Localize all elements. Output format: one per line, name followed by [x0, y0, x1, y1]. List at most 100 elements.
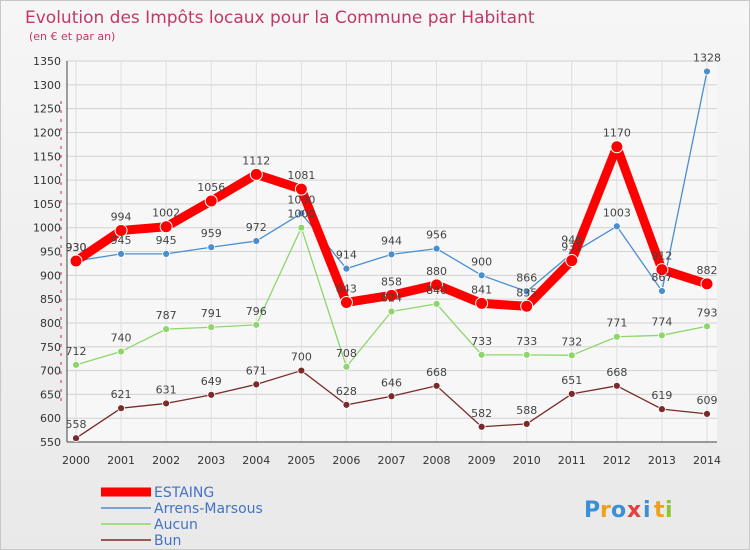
data-label-aucun: 771: [606, 317, 627, 330]
data-label-bun: 649: [201, 375, 222, 388]
data-point-estaing: [520, 299, 534, 313]
data-label-estaing: 1112: [242, 154, 270, 167]
data-label-bun: 588: [516, 404, 537, 417]
y-tick-label: 1350: [33, 55, 61, 68]
y-tick-label: 850: [40, 293, 61, 306]
data-point-bun: [612, 381, 621, 390]
y-tick-label: 900: [40, 269, 61, 282]
chart-subtitle: (en € et par an): [29, 30, 115, 43]
data-point-arrens-marsous: [658, 287, 666, 295]
chart-title: Evolution des Impôts locaux pour la Comm…: [25, 8, 535, 28]
y-tick-label: 950: [40, 246, 61, 259]
data-point-bun: [162, 399, 171, 408]
data-label-aucun: 774: [651, 315, 672, 328]
data-point-arrens-marsous: [207, 243, 216, 252]
legend-label: Bun: [154, 533, 181, 549]
data-label-arrens-marsous: 1003: [603, 206, 631, 219]
data-label-arrens-marsous: 867: [651, 271, 672, 284]
axes: 550 600 650 700 750 800 850 900 950 1000 1050 1100 1…: [33, 55, 721, 467]
data-label-bun: 651: [561, 374, 582, 387]
data-point-aucun: [432, 299, 441, 308]
data-point-bun: [72, 434, 80, 443]
data-label-estaing: 1081: [287, 169, 315, 182]
data-label-estaing: 841: [471, 283, 492, 296]
data-label-aucun: 708: [336, 347, 357, 360]
y-tick-label: 800: [40, 317, 61, 330]
data-label-aucun: 791: [201, 307, 222, 320]
data-point-bun: [477, 422, 486, 431]
data-label-aucun: 793: [697, 306, 718, 319]
data-label-bun: 619: [651, 389, 672, 402]
data-label-arrens-marsous: 900: [471, 255, 492, 268]
data-point-estaing: [249, 167, 263, 181]
data-label-estaing: 880: [426, 265, 447, 278]
data-point-bun: [207, 390, 216, 399]
y-tick-label: 1250: [33, 103, 61, 116]
data-point-aucun: [522, 350, 531, 359]
y-tick-label: 1200: [33, 126, 61, 139]
x-tick-label: 2001: [107, 454, 135, 467]
data-label-estaing: 930: [66, 241, 87, 254]
data-label-estaing: 1002: [152, 207, 180, 220]
data-point-bun: [522, 420, 531, 428]
data-label-arrens-marsous: 945: [156, 234, 177, 247]
data-label-bun: 671: [246, 364, 267, 377]
data-label-aucun: 796: [246, 305, 267, 318]
data-point-aucun: [342, 362, 351, 371]
data-point-arrens-marsous: [612, 222, 621, 231]
data-point-aucun: [252, 320, 261, 329]
data-label-arrens-marsous: 1030: [287, 193, 315, 206]
data-point-arrens-marsous: [387, 250, 396, 259]
data-point-estaing: [114, 224, 128, 238]
y-tick-label: 650: [40, 388, 61, 401]
data-label-aucun: 787: [156, 309, 177, 322]
y-tick-label: 1000: [33, 222, 61, 235]
x-tick-label: 2006: [332, 454, 360, 467]
data-point-estaing: [69, 254, 83, 268]
data-label-estaing: 1056: [197, 181, 225, 194]
logo-letter: P: [584, 498, 600, 523]
data-point-arrens-marsous: [477, 271, 486, 280]
y-tick-label: 1150: [33, 150, 61, 163]
data-point-aucun: [567, 351, 576, 360]
data-label-estaing: 1170: [603, 127, 631, 140]
data-point-aucun: [117, 347, 125, 356]
data-label-bun: 668: [426, 366, 447, 379]
x-tick-label: 2003: [197, 454, 225, 467]
data-label-bun: 621: [111, 388, 132, 401]
data-label-aucun: 1000: [287, 208, 315, 221]
y-tick-label: 550: [40, 436, 61, 449]
data-label-bun: 628: [336, 385, 357, 398]
data-point-estaing: [610, 140, 624, 154]
data-label-aucun: 733: [516, 335, 537, 348]
grid: [67, 60, 717, 443]
x-tick-label: 2014: [693, 454, 721, 467]
x-tick-label: 2013: [648, 454, 676, 467]
data-label-aucun: 740: [111, 332, 132, 345]
data-label-arrens-marsous: 972: [246, 221, 267, 234]
x-tick-label: 2008: [423, 454, 451, 467]
y-tick-label: 700: [40, 365, 61, 378]
logo-letter: r: [600, 498, 611, 523]
data-point-bun: [567, 389, 576, 398]
data-point-arrens-marsous: [162, 249, 171, 258]
logo-letter: i: [643, 498, 651, 523]
data-point-estaing: [204, 194, 218, 208]
x-tick-label: 2010: [513, 454, 541, 467]
data-point-arrens-marsous: [703, 67, 711, 76]
data-label-estaing: 994: [111, 211, 132, 224]
data-label-aucun: 712: [66, 345, 87, 358]
data-label-estaing: 843: [336, 282, 357, 295]
data-label-bun: 558: [66, 418, 87, 431]
data-point-bun: [658, 405, 666, 414]
data-label-estaing: 931: [561, 241, 582, 254]
y-tick-label: 1100: [33, 174, 61, 187]
data-label-bun: 609: [697, 394, 718, 407]
data-label-arrens-marsous: 944: [381, 234, 402, 247]
data-point-aucun: [703, 322, 711, 331]
data-point-bun: [297, 366, 306, 375]
